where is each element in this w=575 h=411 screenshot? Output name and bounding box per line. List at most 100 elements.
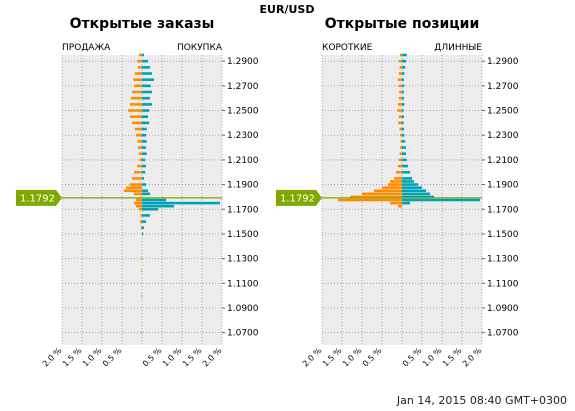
left-bar xyxy=(400,146,402,149)
left-bar xyxy=(137,140,142,143)
left-bar xyxy=(136,204,142,208)
x-tick-label: 1.5 % xyxy=(441,346,464,369)
y-tick-label: 1.2100 xyxy=(487,156,519,166)
right-bar xyxy=(142,140,147,143)
left-bar xyxy=(400,133,402,137)
right-bar xyxy=(142,53,144,57)
right-bar xyxy=(402,195,434,199)
y-tick-label: 1.1500 xyxy=(227,230,259,240)
y-tick-label: 1.2900 xyxy=(487,57,519,67)
right-bar xyxy=(402,96,404,100)
left-bar xyxy=(399,66,402,69)
right-bar xyxy=(402,133,405,137)
left-bar xyxy=(338,198,402,202)
right-bar xyxy=(142,59,148,63)
right-bar xyxy=(402,90,404,94)
right-bar xyxy=(402,158,407,162)
left-bar xyxy=(399,127,402,131)
x-tick-label: 1.0 % xyxy=(341,346,364,369)
left-bar xyxy=(382,186,402,189)
x-tick-label: 2.0 % xyxy=(461,346,484,369)
open-positions-panel: Открытые позиции КОРОТКИЕ ДЛИННЫЕ 1.2900… xyxy=(276,16,519,369)
left-bar xyxy=(126,186,142,189)
left-bar xyxy=(134,72,142,75)
left-bar xyxy=(388,183,402,186)
left-bar xyxy=(398,59,402,63)
left-bar xyxy=(390,201,402,205)
left-bar xyxy=(133,78,142,81)
right-bar xyxy=(142,204,174,208)
current-price-label: 1.1792 xyxy=(280,193,315,204)
left-bar xyxy=(398,84,402,88)
x-tick-label: 1.5 % xyxy=(321,346,344,369)
left-bar xyxy=(350,195,402,199)
right-bar xyxy=(402,189,426,193)
right-bar xyxy=(402,140,406,143)
right-bar xyxy=(402,180,414,183)
right-bar xyxy=(142,164,146,168)
timestamp: Jan 14, 2015 08:40 GMT+0300 xyxy=(396,394,567,407)
y-tick-label: 1.1300 xyxy=(487,255,519,265)
right-bar xyxy=(142,90,152,94)
left-bar xyxy=(394,177,402,180)
left-bar xyxy=(140,226,142,230)
right-bar xyxy=(142,220,146,223)
left-bar xyxy=(390,180,402,183)
y-tick-label: 1.1900 xyxy=(227,181,259,191)
left-bar xyxy=(134,127,142,131)
open-orders-title: Открытые заказы xyxy=(70,16,215,32)
left-bar xyxy=(132,177,142,180)
left-bar xyxy=(134,201,142,205)
y-tick-label: 1.2900 xyxy=(227,57,259,67)
right-bar xyxy=(142,127,147,131)
x-tick-label: 2.0 % xyxy=(301,346,324,369)
right-bar xyxy=(402,183,418,186)
left-bar xyxy=(399,90,402,94)
y-tick-label: 1.1100 xyxy=(487,279,519,289)
y-tick-label: 1.2300 xyxy=(487,131,519,141)
y-tick-label: 1.0700 xyxy=(227,329,259,339)
right-bar xyxy=(142,133,146,137)
left-bar xyxy=(134,192,142,196)
left-bar xyxy=(399,152,402,156)
left-bar xyxy=(140,214,142,217)
left-bar xyxy=(398,96,402,100)
left-bar xyxy=(139,158,142,162)
right-bar xyxy=(142,177,144,180)
right-bar xyxy=(142,66,150,69)
right-bar xyxy=(402,152,406,156)
x-tick-label: 1.5 % xyxy=(181,346,204,369)
x-tick-label: 1.0 % xyxy=(421,346,444,369)
left-bar xyxy=(138,53,142,57)
right-bar xyxy=(402,121,404,125)
left-bar xyxy=(136,133,142,137)
left-bar xyxy=(374,189,402,193)
left-bar xyxy=(141,269,142,273)
left-bar xyxy=(134,84,142,88)
right-bar xyxy=(142,201,220,205)
right-bar xyxy=(402,53,407,57)
left-bar xyxy=(138,207,142,211)
y-tick-label: 1.2500 xyxy=(227,107,259,117)
open-positions-title: Открытые позиции xyxy=(325,16,480,32)
left-bar xyxy=(398,103,402,106)
right-bar xyxy=(142,198,166,202)
y-tick-label: 1.1300 xyxy=(227,255,259,265)
right-bar xyxy=(142,72,152,75)
y-tick-label: 1.0900 xyxy=(227,304,259,314)
right-bar xyxy=(142,189,148,193)
right-bar xyxy=(402,59,406,63)
left-bar xyxy=(398,204,402,208)
left-bar xyxy=(134,170,142,174)
right-bar xyxy=(142,103,152,106)
left-bar xyxy=(141,257,142,260)
right-bar xyxy=(142,152,147,156)
x-tick-label: 0.5 % xyxy=(101,346,124,369)
y-tick-label: 1.0700 xyxy=(487,329,519,339)
current-price-tag xyxy=(276,189,322,206)
left-bar xyxy=(128,109,142,112)
y-tick-label: 1.1700 xyxy=(227,205,259,215)
left-bar xyxy=(400,53,402,57)
x-tick-label: 0.5 % xyxy=(361,346,384,369)
